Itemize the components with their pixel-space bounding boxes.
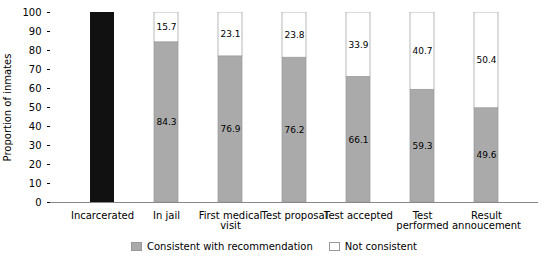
svg-text:40: 40 — [29, 121, 42, 132]
svg-text:100: 100 — [22, 7, 41, 18]
html-text:Consistent with recommendation: Consistent with recommendation — [147, 240, 313, 252]
svg-text:Resultannoucement: Resultannoucement — [452, 210, 521, 231]
svg-text:76.2: 76.2 — [284, 125, 304, 135]
svg-text:20: 20 — [29, 159, 42, 170]
svg-text:Incarcerated: Incarcerated — [71, 210, 134, 221]
svg-text:15.7: 15.7 — [156, 22, 176, 32]
svg-text:40.7: 40.7 — [412, 46, 432, 56]
svg-text:50: 50 — [29, 102, 42, 113]
svg-text:0: 0 — [35, 197, 41, 208]
svg-text:23.8: 23.8 — [284, 30, 304, 40]
svg-text:59.3: 59.3 — [412, 141, 432, 151]
svg-text:84.3: 84.3 — [156, 117, 176, 127]
html-text:Not consistent: Not consistent — [344, 240, 417, 252]
svg-text:23.1: 23.1 — [220, 29, 240, 39]
svg-text:Proportion of inmates: Proportion of inmates — [2, 54, 13, 162]
svg-text:70: 70 — [29, 64, 42, 75]
svg-text:76.9: 76.9 — [220, 124, 240, 134]
svg-text:Test accepted: Test accepted — [323, 210, 393, 221]
svg-text:In jail: In jail — [153, 210, 180, 221]
svg-text:80: 80 — [29, 45, 42, 56]
svg-text:49.6: 49.6 — [476, 150, 496, 160]
svg-text:Test proposal: Test proposal — [261, 210, 328, 221]
svg-text:66.1: 66.1 — [348, 135, 368, 145]
svg-text:30: 30 — [29, 140, 42, 151]
svg-text:10: 10 — [29, 178, 42, 189]
svg-text:First medicalvisit: First medicalvisit — [199, 210, 263, 231]
svg-text:33.9: 33.9 — [348, 40, 368, 50]
svg-text:90: 90 — [29, 26, 42, 37]
svg-text:50.4: 50.4 — [476, 55, 496, 65]
svg-text:60: 60 — [29, 83, 42, 94]
svg-text:Testperformed: Testperformed — [396, 210, 448, 231]
